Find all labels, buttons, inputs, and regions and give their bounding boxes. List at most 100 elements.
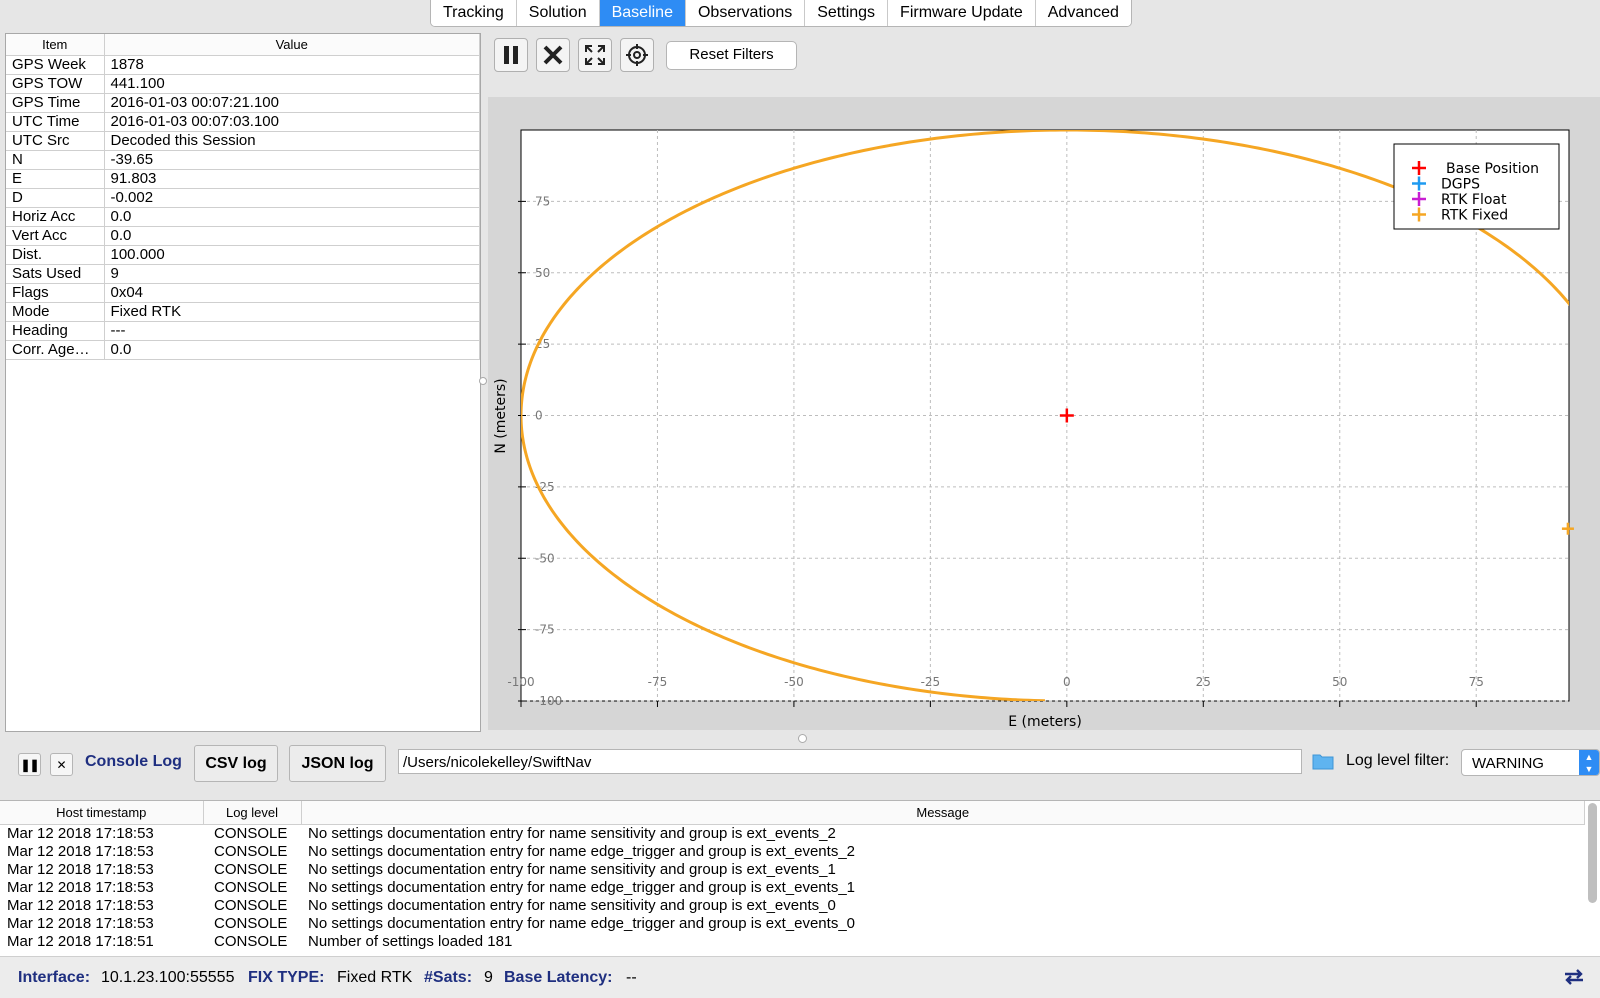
row-item: Corr. Age… [6,340,105,360]
table-row[interactable]: Mode Fixed RTK [6,302,480,322]
x-tick-label: 75 [1469,675,1484,689]
y-axis-label: N (meters) [493,378,509,453]
x-tick-label: 50 [1332,675,1347,689]
tab-tracking[interactable]: Tracking [431,0,517,26]
col-header-value[interactable]: Value [104,34,480,56]
sats-label: #Sats: [424,969,473,986]
col-header-item[interactable]: Item [6,34,105,56]
log-timestamp: Mar 12 2018 17:18:53 [7,879,154,896]
table-row[interactable]: GPS TOW 441.100 [6,74,480,94]
y-tick-label: 50 [535,266,550,280]
log-path-input[interactable]: /Users/nicolekelley/SwiftNav [398,749,1302,774]
tab-settings[interactable]: Settings [805,0,889,26]
sats-value: 9 [484,969,493,986]
folder-icon[interactable] [1312,752,1334,770]
row-value: 9 [104,264,480,284]
pause-icon [504,46,518,64]
row-item: Sats Used [6,264,105,284]
y-tick-label: -100 [535,694,562,708]
table-row[interactable]: Sats Used 9 [6,264,480,284]
log-level: CONSOLE [214,843,288,860]
table-row[interactable]: Dist. 100.000 [6,245,480,265]
crosshair-icon [626,44,648,66]
center-button[interactable] [620,38,654,72]
console-scrollbar[interactable] [1588,803,1597,903]
fix-type-label: FIX TYPE: [248,969,325,986]
tab-advanced[interactable]: Advanced [1035,0,1131,26]
rtk-fixed-trajectory [521,130,1569,701]
console-clear-button[interactable]: ✕ [50,753,73,776]
row-item: Mode [6,302,105,322]
console-pause-button[interactable]: ❚❚ [18,753,41,776]
pause-button[interactable] [494,38,528,72]
json-log-button[interactable]: JSON log [289,745,386,782]
table-row[interactable]: GPS Time 2016-01-03 00:07:21.100 [6,93,480,113]
tab-solution[interactable]: Solution [516,0,600,26]
y-tick-label: 0 [535,409,543,423]
log-row[interactable]: Mar 12 2018 17:18:53 CONSOLE No settings d… [0,879,1585,897]
vertical-splitter-handle[interactable] [479,377,487,385]
log-row[interactable]: Mar 12 2018 17:18:53 CONSOLE No settings d… [0,861,1585,879]
log-level: CONSOLE [214,915,288,932]
col-header-log-level[interactable]: Log level [203,801,302,825]
clear-button[interactable] [536,38,570,72]
log-row[interactable]: Mar 12 2018 17:18:53 CONSOLE No settings d… [0,843,1585,861]
tab-baseline[interactable]: Baseline [599,0,686,26]
y-tick-label: -75 [535,623,555,637]
log-message: Number of settings loaded 181 [308,933,513,950]
log-level: CONSOLE [214,861,288,878]
table-row[interactable]: Horiz Acc 0.0 [6,207,480,227]
csv-log-button[interactable]: CSV log [194,745,278,782]
row-value: 2016-01-03 00:07:03.100 [104,112,480,132]
table-row[interactable]: UTC Time 2016-01-03 00:07:03.100 [6,112,480,132]
table-row[interactable]: E 91.803 [6,169,480,189]
current-position-marker [1561,522,1574,535]
log-message: No settings documentation entry for name… [308,879,856,896]
table-row[interactable]: Heading --- [6,321,480,341]
log-timestamp: Mar 12 2018 17:18:53 [7,915,154,932]
col-header-timestamp[interactable]: Host timestamp [0,801,204,825]
reset-filters-button[interactable]: Reset Filters [666,41,797,70]
legend-entry: Base Position [1446,161,1539,177]
horizontal-splitter-handle[interactable] [798,734,807,743]
log-level: CONSOLE [214,897,288,914]
row-value: 1878 [104,55,480,75]
row-value: 91.803 [104,169,480,189]
expand-icon [585,45,605,65]
row-value: 0.0 [104,226,480,246]
table-row[interactable]: Flags 0x04 [6,283,480,303]
log-row[interactable]: Mar 12 2018 17:18:53 CONSOLE No settings d… [0,915,1585,933]
legend-marker [1412,176,1426,191]
col-header-message[interactable]: Message [301,801,1585,825]
row-item: N [6,150,105,170]
sync-icon[interactable] [1562,967,1586,987]
console-log-table: Host timestamp Log level Message Mar 12 … [0,801,1585,951]
baseline-plot[interactable]: -100 -75 -50 -25 0 25 50 757550250-25-50-75-100… [0,0,1600,740]
x-axis-label: E (meters) [1008,714,1082,730]
table-row[interactable]: GPS Week 1878 [6,55,480,75]
tab-bar: Tracking Solution Baseline Observations Sett… [0,0,1600,30]
status-bar: Interface: 10.1.23.100:55555 FIX TYPE: F… [0,956,1600,998]
row-item: E [6,169,105,189]
zoom-fit-button[interactable] [578,38,612,72]
log-message: No settings documentation entry for name… [308,843,856,860]
log-row[interactable]: Mar 12 2018 17:18:53 CONSOLE No settings d… [0,825,1585,844]
log-level-select[interactable]: WARNING ▲ ▼ [1461,749,1600,776]
row-value: 2016-01-03 00:07:21.100 [104,93,480,113]
row-value: 0x04 [104,283,480,303]
row-value: 0.0 [104,340,480,360]
log-row[interactable]: Mar 12 2018 17:18:51 CONSOLE Number of set… [0,933,1585,951]
y-tick-label: 75 [535,194,550,208]
table-row[interactable]: N -39.65 [6,150,480,170]
tab-observations[interactable]: Observations [685,0,806,26]
table-row[interactable]: UTC Src Decoded this Session [6,131,480,151]
y-tick-label: -50 [535,551,555,565]
table-row[interactable]: Vert Acc 0.0 [6,226,480,246]
log-row[interactable]: Mar 12 2018 17:18:53 CONSOLE No settings d… [0,897,1585,915]
table-row[interactable]: Corr. Age… 0.0 [6,340,480,360]
row-item: GPS Week [6,55,105,75]
row-value: Fixed RTK [104,302,480,322]
tab-firmware-update[interactable]: Firmware Update [888,0,1036,26]
table-row[interactable]: D -0.002 [6,188,480,208]
